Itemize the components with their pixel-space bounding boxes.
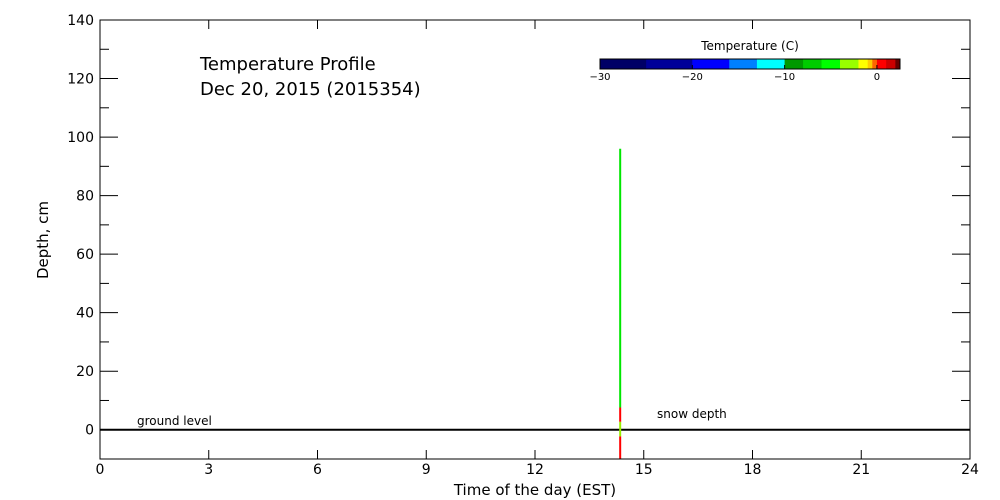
y-tick-label: 0 xyxy=(85,423,94,439)
x-tick-label: 12 xyxy=(526,462,544,478)
colorbar-bin xyxy=(803,59,823,69)
x-tick-label: 3 xyxy=(204,462,213,478)
colorbar-tick-label: −30 xyxy=(589,72,610,83)
colorbar-bin xyxy=(858,59,869,69)
colorbar-frame xyxy=(599,58,901,70)
colorbar-bin xyxy=(821,59,841,69)
x-tick-label: 21 xyxy=(852,462,870,478)
y-axis-label: Depth, cm xyxy=(34,201,52,279)
x-tick-label: 18 xyxy=(744,462,762,478)
colorbar-bin xyxy=(784,59,804,69)
colorbar-bin xyxy=(729,59,758,69)
colorbar-tick-label: −10 xyxy=(774,72,795,83)
annotation-ground-level: ground level xyxy=(137,414,212,428)
colorbar-bin xyxy=(872,59,878,69)
y-tick-label: 40 xyxy=(76,306,94,322)
x-tick-label: 24 xyxy=(961,462,979,478)
annotation-snow-depth: snow depth xyxy=(657,407,727,421)
y-tick-label: 100 xyxy=(67,130,94,146)
colorbar-bin xyxy=(646,59,693,69)
chart-title: Temperature Profile xyxy=(199,54,376,75)
colorbar-bin xyxy=(600,59,647,69)
y-tick-label: 20 xyxy=(76,364,94,380)
axes: 0 3 6 9 12 15 18 21 24 0 20 40 60 80 100 120 140 xyxy=(67,13,979,478)
x-tick-label: 15 xyxy=(635,462,653,478)
colorbar-bin xyxy=(756,59,786,69)
x-tick-label: 6 xyxy=(313,462,322,478)
y-tick-label: 140 xyxy=(67,13,94,29)
colorbar-bin xyxy=(867,59,873,69)
y-tick-label: 60 xyxy=(76,247,94,263)
y-tick-label: 120 xyxy=(67,72,94,88)
colorbar: −30 −20 −10 0 xyxy=(589,58,901,83)
colorbar-bin xyxy=(876,59,887,69)
colorbar-label: Temperature (C) xyxy=(700,39,799,53)
x-axis-label: Time of the day (EST) xyxy=(453,481,616,499)
colorbar-bin xyxy=(692,59,730,69)
colorbar-bin xyxy=(886,59,896,69)
x-tick-label: 9 xyxy=(422,462,431,478)
chart-subtitle: Dec 20, 2015 (2015354) xyxy=(200,79,421,100)
colorbar-tick-label: −20 xyxy=(682,72,703,83)
colorbar-tick-label: 0 xyxy=(874,72,880,83)
y-tick-label: 80 xyxy=(76,189,94,205)
plot-marks xyxy=(100,148,970,459)
colorbar-bin xyxy=(840,59,859,69)
colorbar-bin xyxy=(895,59,901,69)
x-tick-label: 0 xyxy=(96,462,105,478)
